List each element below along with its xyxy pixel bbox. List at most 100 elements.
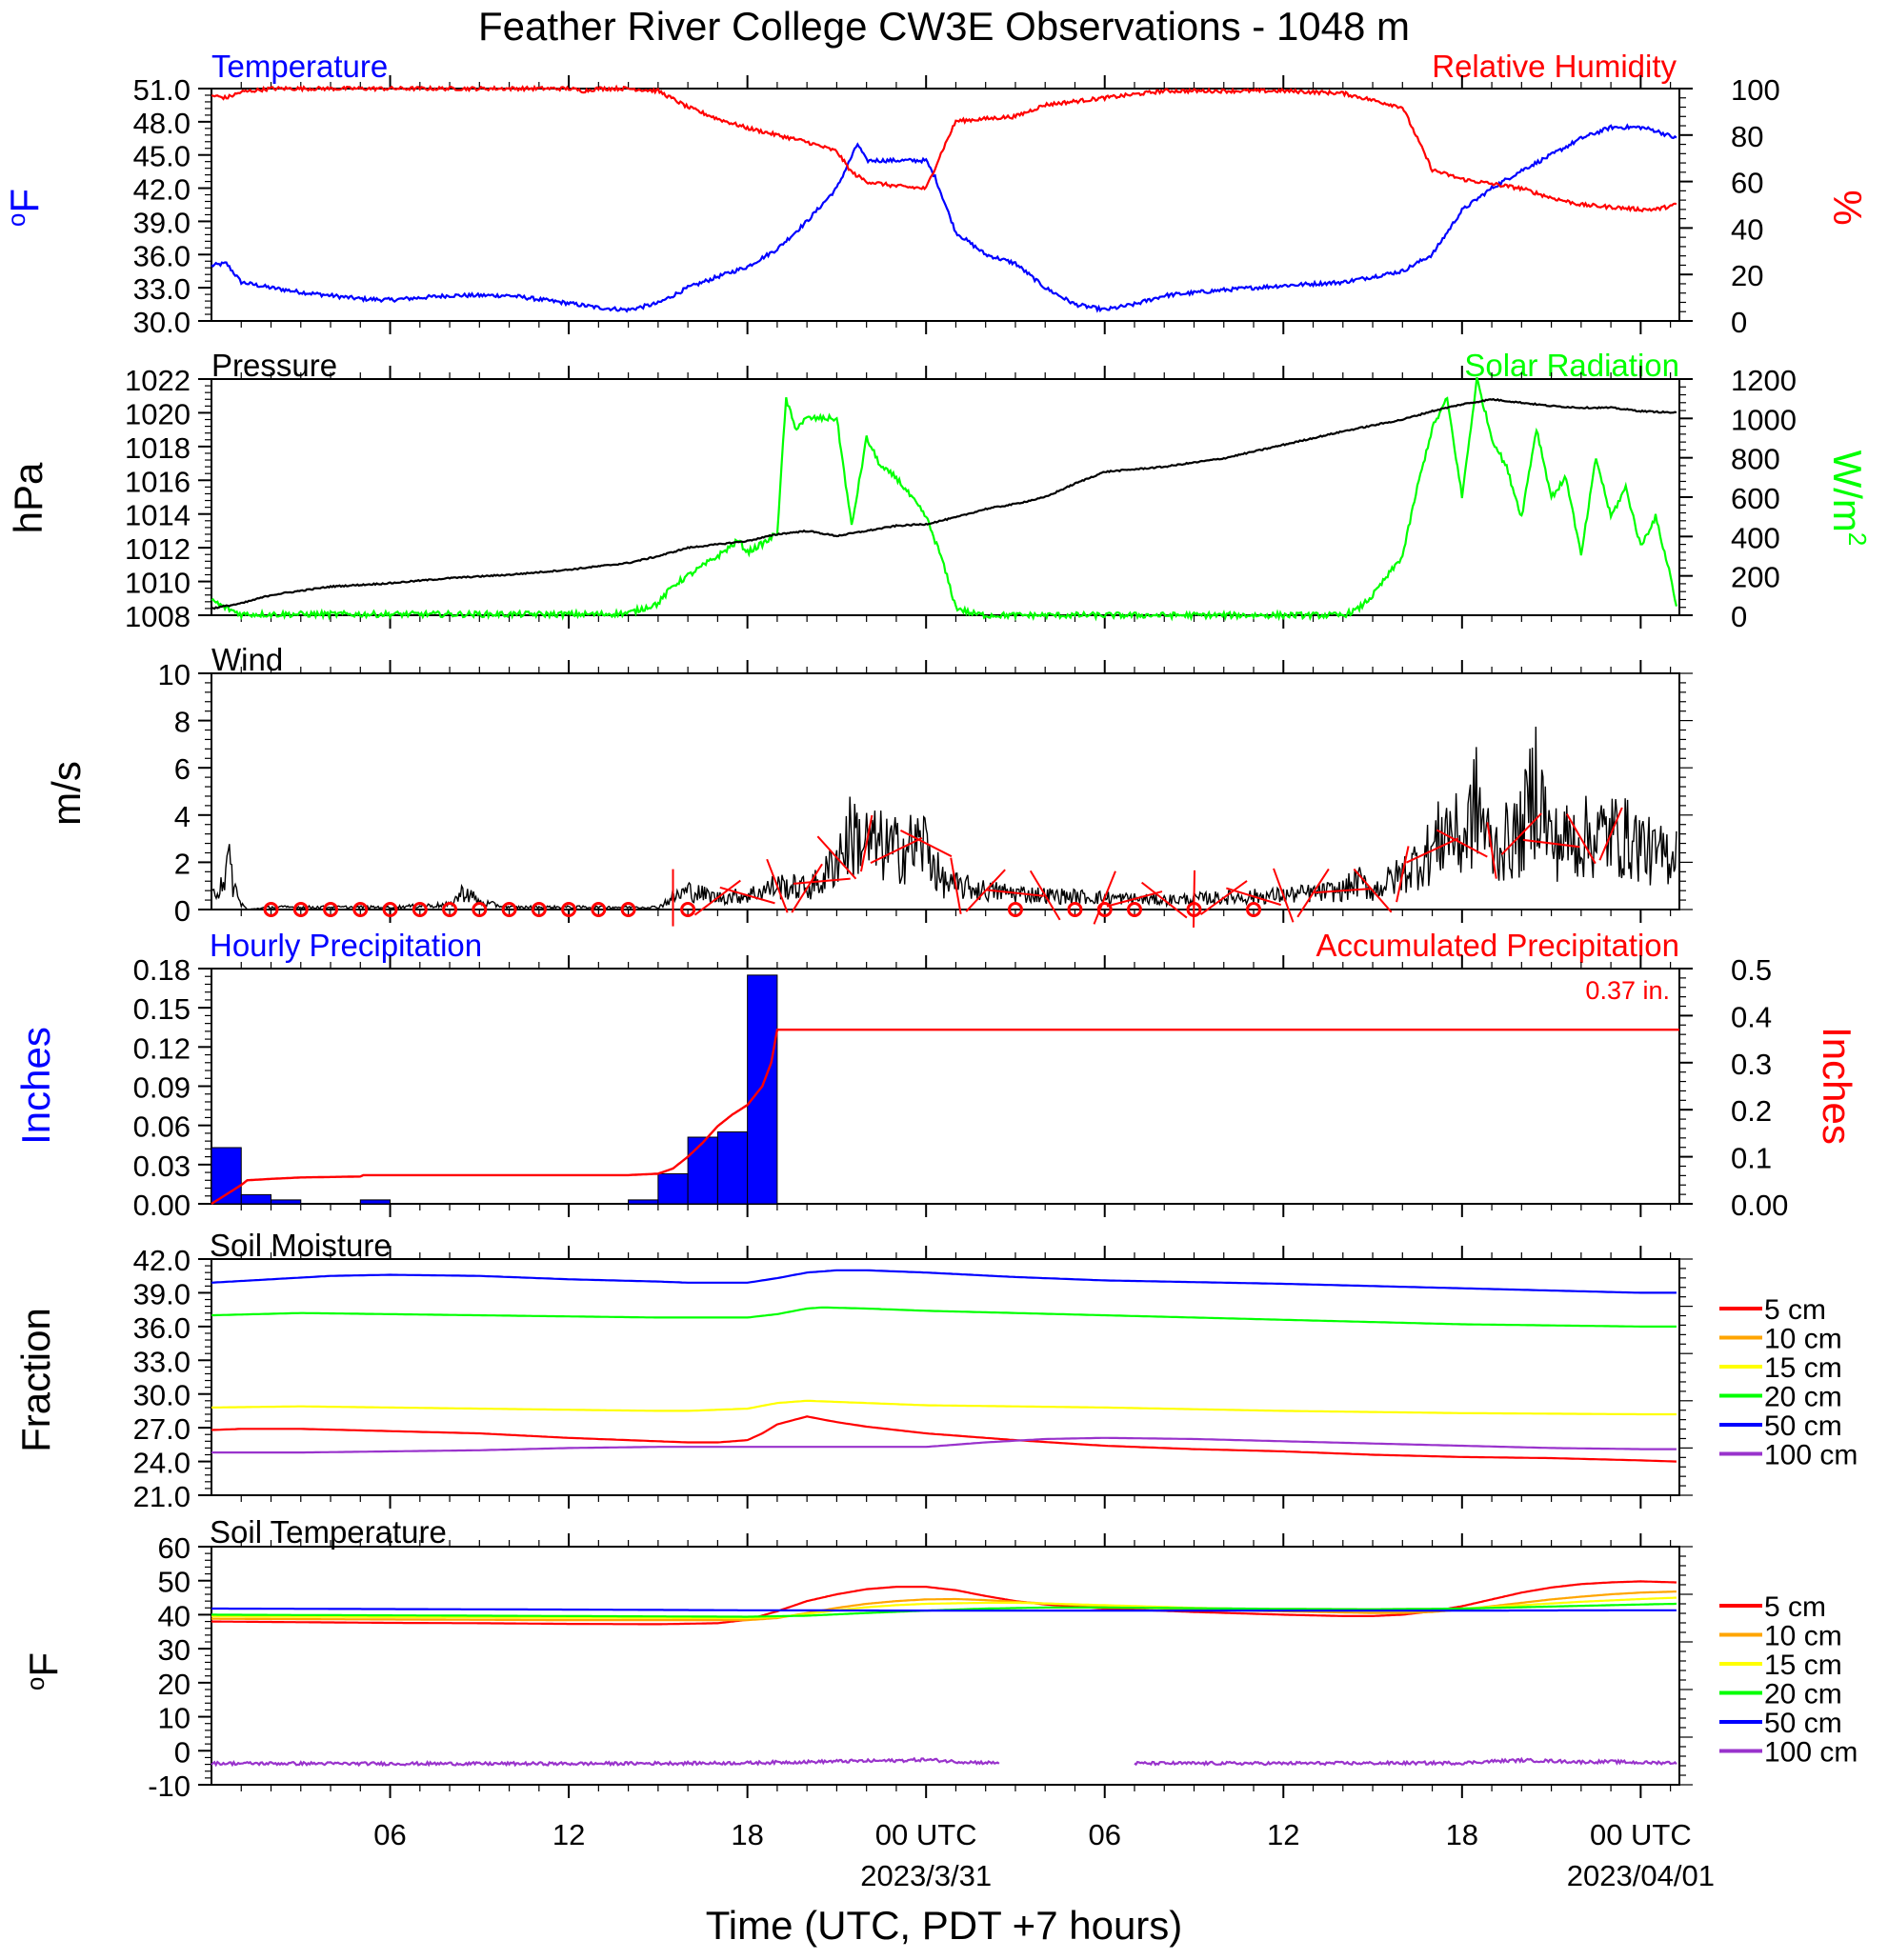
soil-moisture-line <box>211 1269 1677 1294</box>
calm-wind-marker <box>1067 902 1083 917</box>
temperature-unit: oF <box>2 189 47 227</box>
y-tick-label: 0.06 <box>133 1110 191 1144</box>
y-tick-label: 20 <box>158 1668 191 1701</box>
legend-label: 5 cm <box>1764 1294 1826 1326</box>
wind-barb <box>1522 838 1580 849</box>
temperature-title: Temperature <box>211 49 388 84</box>
legend-label: 100 cm <box>1764 1737 1858 1769</box>
soil-temp-unit: oF <box>21 1652 66 1690</box>
panel-pressure-solar: Pressure Solar Radiation hPa W/m2 <box>6 348 1872 546</box>
wind-barb <box>1598 807 1623 861</box>
precip-bar <box>687 1136 718 1205</box>
wind-barb <box>816 835 857 880</box>
y-right-tick-label: 1000 <box>1731 403 1797 436</box>
x-tick-label: 06 <box>373 1818 406 1851</box>
soil-moisture-line <box>211 1306 1677 1328</box>
y-tick-label: 0.00 <box>133 1189 191 1222</box>
wind-barb <box>1199 880 1248 916</box>
pressure-unit: hPa <box>6 462 50 533</box>
y-tick-label: 1018 <box>125 431 191 465</box>
calm-wind-marker <box>531 902 547 917</box>
precip-bar <box>657 1172 689 1205</box>
legend-label: 15 cm <box>1764 1650 1842 1681</box>
solar-title: Solar Radiation <box>1464 348 1679 383</box>
x-tick-label: 12 <box>552 1818 585 1851</box>
y-tick-label: -10 <box>148 1770 191 1803</box>
y-right-tick-label: 0.3 <box>1731 1048 1772 1081</box>
y-right-tick-label: 0.5 <box>1731 953 1772 987</box>
x-tick-label: 18 <box>1446 1818 1478 1851</box>
chart-title: Feather River College CW3E Observations … <box>478 4 1410 49</box>
calm-wind-marker <box>1126 902 1142 917</box>
soil-temperature-line <box>211 1590 1677 1622</box>
accum-precip-title: Accumulated Precipitation <box>1316 928 1679 963</box>
wind-speed-line <box>211 726 1677 910</box>
panel-precip: Hourly Precipitation Accumulated Precipi… <box>13 928 1859 1145</box>
y-right-tick-label: 0.4 <box>1731 1000 1772 1033</box>
wind-barb <box>950 857 962 914</box>
wind-barb <box>791 863 823 913</box>
y-right-tick-label: 100 <box>1731 73 1780 107</box>
y-tick-label: 30.0 <box>133 1379 191 1412</box>
wind-barb <box>899 830 953 858</box>
y-tick-label: 1010 <box>125 567 191 600</box>
precip-left-unit: Inches <box>13 1027 58 1145</box>
calm-wind-marker <box>382 902 398 917</box>
wind-barb <box>987 889 1044 897</box>
panel-frame <box>211 1546 1680 1786</box>
temperature-line <box>211 123 1677 313</box>
y-tick-label: 1022 <box>125 364 191 397</box>
x-axis-label: Time (UTC, PDT +7 hours) <box>706 1903 1183 1948</box>
y-tick-label: 51.0 <box>133 73 191 107</box>
y-right-tick-label: 1200 <box>1731 364 1797 397</box>
y-tick-label: 33.0 <box>133 1345 191 1378</box>
wind-barb <box>870 836 923 865</box>
y-tick-label: 1016 <box>125 465 191 498</box>
x-tick-label: 06 <box>1088 1818 1120 1851</box>
calm-wind-marker <box>472 902 488 917</box>
legend-label: 20 cm <box>1764 1679 1842 1710</box>
wind-title: Wind <box>211 642 283 677</box>
soil-temperature-line <box>211 1607 1677 1612</box>
wind-barb <box>1486 822 1497 879</box>
y-tick-label: 0.03 <box>133 1150 191 1183</box>
wind-barb <box>859 814 874 872</box>
solar-unit: W/m2 <box>1825 450 1872 547</box>
hourly-precip-title: Hourly Precipitation <box>210 928 482 963</box>
y-tick-label: 36.0 <box>133 239 191 272</box>
accumulated-precip-line <box>211 1029 1679 1206</box>
y-tick-label: 0 <box>174 1735 191 1769</box>
calm-wind-marker <box>263 902 279 917</box>
y-tick-label: 1014 <box>125 499 191 532</box>
pressure-title: Pressure <box>211 348 337 383</box>
y-tick-label: 39.0 <box>133 1277 191 1310</box>
soil-moisture-line <box>211 1399 1677 1416</box>
y-right-tick-label: 400 <box>1731 521 1780 554</box>
wind-barb <box>1296 868 1330 918</box>
solar-radiation-line <box>211 376 1677 622</box>
pressure-line <box>211 397 1677 610</box>
precip-right-unit: Inches <box>1815 1027 1859 1145</box>
y-tick-label: 36.0 <box>133 1311 191 1345</box>
y-tick-label: 1012 <box>125 532 191 566</box>
calm-wind-marker <box>620 902 636 917</box>
wind-barb <box>965 869 1006 912</box>
y-tick-label: 10 <box>158 658 191 691</box>
y-right-tick-label: 20 <box>1731 259 1763 292</box>
wind-barb <box>1436 829 1488 858</box>
soil-temp-title: Soil Temperature <box>210 1514 447 1550</box>
y-tick-label: 1008 <box>125 600 191 633</box>
y-tick-label: 0.18 <box>133 953 191 987</box>
wind-barb <box>719 886 775 905</box>
soil-moisture-line <box>211 1415 1677 1463</box>
chart-marks: 30.033.036.039.042.045.048.051.002040608… <box>125 73 1858 1892</box>
y-tick-label: 39.0 <box>133 206 191 239</box>
calm-wind-marker <box>323 902 339 917</box>
y-right-tick-label: 0.00 <box>1731 1189 1788 1222</box>
y-tick-label: 42.0 <box>133 173 191 207</box>
y-tick-label: 10 <box>158 1702 191 1735</box>
calm-wind-marker <box>561 902 577 917</box>
panel-wind: Wind m/s <box>44 642 283 826</box>
wind-barb <box>693 879 741 916</box>
